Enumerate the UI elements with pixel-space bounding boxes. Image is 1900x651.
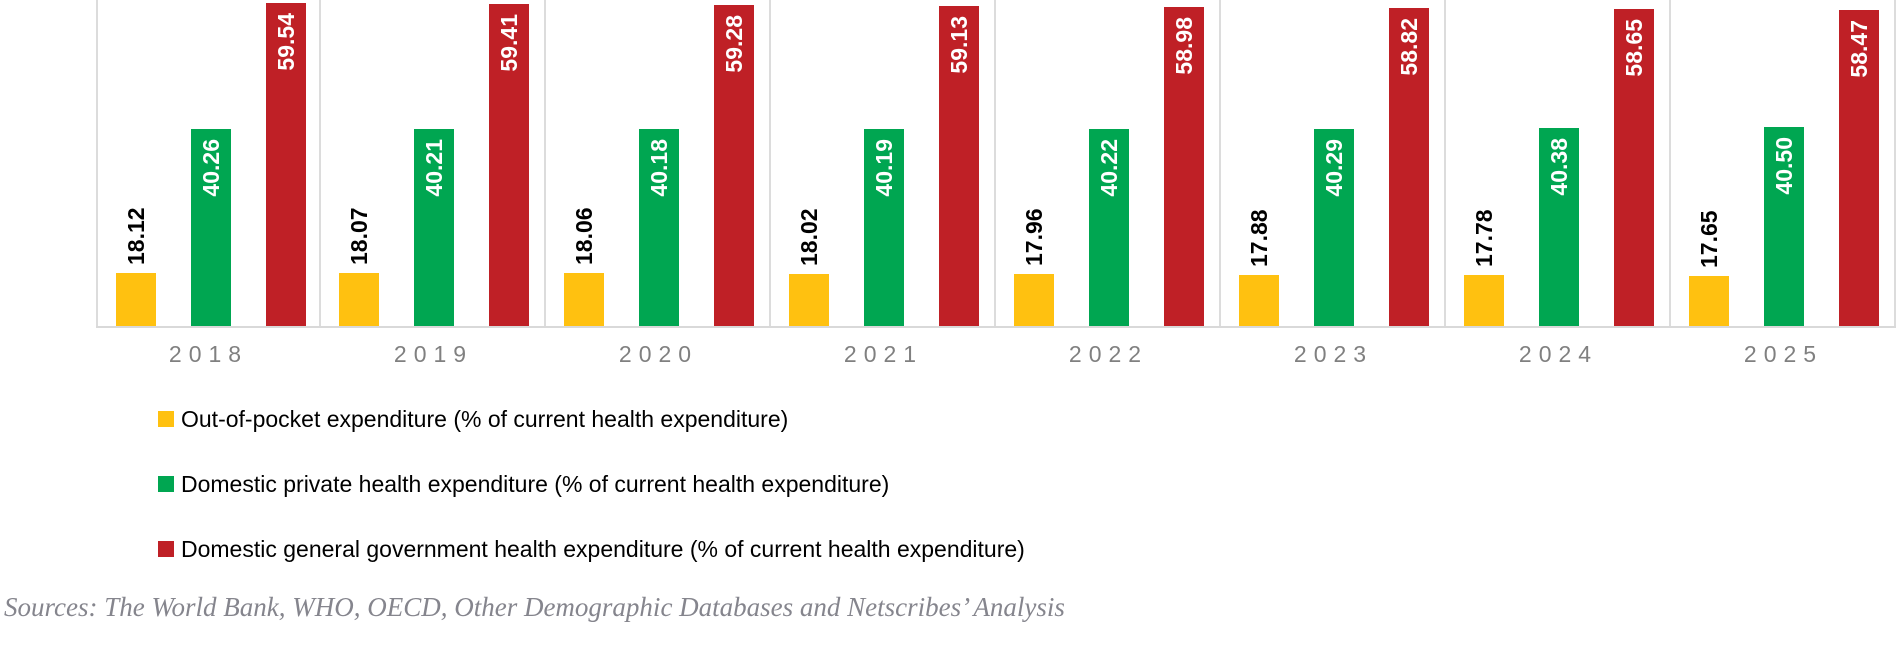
- value-label-2021-out-of-pocket: 18.02: [795, 208, 822, 266]
- legend-item-government-health[interactable]: Domestic general government health expen…: [158, 534, 1025, 564]
- x-axis-label-2024: 2024: [1518, 341, 1599, 367]
- value-label-2020-out-of-pocket: 18.06: [570, 207, 597, 266]
- year-panel-2018: 18.12 40.26 59.54: [96, 0, 321, 326]
- value-label-2021-private-health: 40.19: [870, 139, 897, 197]
- value-label-2022-private-health: 40.22: [1095, 138, 1122, 197]
- bar-2019-government-health[interactable]: [488, 3, 529, 326]
- value-label-2024-out-of-pocket: 17.78: [1470, 209, 1497, 268]
- bar-2021-government-health[interactable]: [938, 5, 979, 326]
- bar-2024-out-of-pocket[interactable]: [1463, 275, 1504, 326]
- bar-2023-private-health[interactable]: [1313, 128, 1354, 326]
- legend-marker-government-health-icon: [158, 541, 174, 557]
- value-label-2020-private-health: 40.18: [645, 139, 672, 197]
- x-axis-label-2022: 2022: [1068, 341, 1149, 367]
- bar-2018-private-health[interactable]: [190, 128, 231, 326]
- bar-2023-out-of-pocket[interactable]: [1238, 274, 1279, 326]
- legend-item-private-health[interactable]: Domestic private health expenditure (% o…: [158, 469, 1025, 499]
- value-label-2018-private-health: 40.26: [197, 138, 224, 197]
- year-panel-2024: 17.78 40.38 58.65: [1446, 0, 1671, 326]
- value-label-2025-government-health: 58.47: [1845, 19, 1872, 78]
- bar-2025-government-health[interactable]: [1838, 9, 1879, 326]
- value-label-2024-government-health: 58.65: [1620, 18, 1647, 77]
- value-label-2019-government-health: 59.41: [495, 13, 522, 72]
- legend-label-private-health: Domestic private health expenditure (% o…: [181, 471, 890, 497]
- legend-marker-out-of-pocket-icon: [158, 411, 174, 427]
- x-axis-label-2023: 2023: [1293, 341, 1374, 367]
- bar-2021-private-health[interactable]: [863, 129, 904, 326]
- chart-legend: Out-of-pocket expenditure (% of current …: [158, 404, 1025, 599]
- bar-2024-private-health[interactable]: [1538, 127, 1579, 326]
- bar-2020-government-health[interactable]: [713, 4, 754, 326]
- value-label-2025-private-health: 40.50: [1770, 137, 1797, 195]
- bar-2025-private-health[interactable]: [1763, 127, 1804, 326]
- bar-2022-private-health[interactable]: [1088, 128, 1129, 326]
- bar-2020-out-of-pocket[interactable]: [563, 273, 604, 326]
- x-axis-label-2025: 2025: [1743, 341, 1824, 367]
- year-panel-2023: 17.88 40.29 58.82: [1221, 0, 1446, 326]
- year-panel-2022: 17.96 40.22 58.98: [996, 0, 1221, 326]
- bar-2022-government-health[interactable]: [1163, 6, 1204, 326]
- year-panel-2025: 17.65 40.50 58.47: [1671, 0, 1896, 326]
- source-note: Sources: The World Bank, WHO, OECD, Othe…: [4, 592, 1065, 622]
- legend-item-out-of-pocket[interactable]: Out-of-pocket expenditure (% of current …: [158, 404, 1025, 434]
- value-label-2023-out-of-pocket: 17.88: [1245, 209, 1272, 267]
- bar-2018-government-health[interactable]: [265, 3, 306, 326]
- x-axis-label-2021: 2021: [843, 341, 924, 367]
- value-label-2018-out-of-pocket: 18.12: [122, 207, 149, 266]
- x-axis-label-2020: 2020: [618, 341, 699, 367]
- value-label-2023-government-health: 58.82: [1395, 17, 1422, 76]
- bar-2020-private-health[interactable]: [638, 129, 679, 326]
- legend-marker-private-health-icon: [158, 476, 174, 492]
- legend-label-government-health: Domestic general government health expen…: [181, 536, 1025, 562]
- bar-2024-government-health[interactable]: [1613, 8, 1654, 326]
- value-label-2020-government-health: 59.28: [720, 14, 747, 73]
- year-panel-2021: 18.02 40.19 59.13: [771, 0, 996, 326]
- bar-2025-out-of-pocket[interactable]: [1688, 276, 1729, 326]
- bar-2021-out-of-pocket[interactable]: [788, 273, 829, 326]
- bar-2019-out-of-pocket[interactable]: [338, 273, 379, 326]
- value-label-2019-private-health: 40.21: [420, 139, 447, 197]
- year-panel-2019: 18.07 40.21 59.41: [321, 0, 546, 326]
- value-label-2022-government-health: 58.98: [1170, 16, 1197, 75]
- value-label-2018-government-health: 59.54: [272, 12, 299, 71]
- value-label-2021-government-health: 59.13: [945, 15, 972, 74]
- value-label-2025-out-of-pocket: 17.65: [1695, 210, 1722, 269]
- x-axis: 2018 2019 2020 2021 2022 2023 2024 2025: [96, 341, 1896, 368]
- value-label-2023-private-health: 40.29: [1320, 138, 1347, 197]
- legend-label-out-of-pocket: Out-of-pocket expenditure (% of current …: [181, 406, 789, 432]
- bar-2022-out-of-pocket[interactable]: [1013, 274, 1054, 326]
- bar-2019-private-health[interactable]: [413, 129, 454, 326]
- year-panel-2020: 18.06 40.18 59.28: [546, 0, 771, 326]
- bar-2018-out-of-pocket[interactable]: [115, 273, 156, 326]
- value-label-2022-out-of-pocket: 17.96: [1020, 208, 1047, 267]
- x-axis-label-2019: 2019: [393, 341, 474, 367]
- x-axis-label-2018: 2018: [168, 341, 249, 367]
- value-label-2019-out-of-pocket: 18.07: [345, 207, 372, 266]
- bar-chart-plot-area: 18.12 40.26 59.54 18.07 40.21 59.41 18.06 40.18…: [96, 0, 1896, 328]
- value-label-2024-private-health: 40.38: [1545, 137, 1572, 196]
- bar-2023-government-health[interactable]: [1388, 7, 1429, 326]
